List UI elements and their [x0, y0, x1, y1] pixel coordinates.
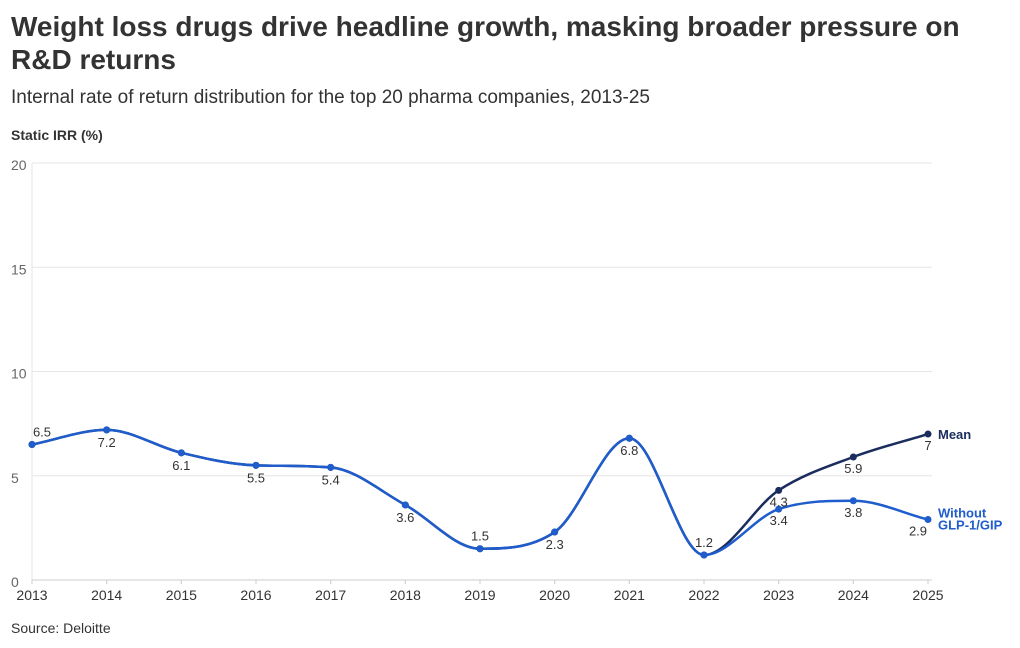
x-tick-label: 2014	[91, 587, 122, 603]
y-tick-label: 5	[11, 470, 19, 486]
x-tick-label: 2019	[464, 587, 495, 603]
grid-lines	[32, 162, 932, 581]
y-tick-label: 15	[11, 261, 27, 277]
data-point	[775, 505, 783, 513]
data-point	[700, 551, 708, 559]
x-tick-label: 2022	[688, 587, 719, 603]
data-label: 4.3	[770, 494, 788, 509]
data-point	[551, 528, 559, 536]
data-label: 5.5	[247, 470, 265, 485]
y-axis-label: Static IRR (%)	[11, 127, 103, 143]
data-point	[849, 497, 857, 505]
data-label: 2.9	[909, 524, 927, 539]
chart-title: Weight loss drugs drive headline growth,…	[11, 11, 960, 75]
data-point	[103, 426, 111, 434]
x-tick-label: 2017	[315, 587, 346, 603]
axes: 0 5 10 15 20 2013 2014 2015 2016 2017 2018 2019 2020…	[11, 157, 944, 603]
source-note: Source: Deloitte	[11, 620, 111, 636]
x-tick-label: 2025	[912, 587, 943, 603]
data-label: 7.2	[98, 435, 116, 450]
data-point	[177, 449, 185, 457]
chart-subtitle: Internal rate of return distribution for…	[11, 87, 650, 108]
x-tick-label: 2021	[614, 587, 645, 603]
data-label: 2.3	[546, 537, 564, 552]
data-point	[924, 516, 932, 524]
data-point	[401, 501, 409, 509]
data-label: 5.9	[844, 461, 862, 476]
series-label-without-glp1: Without GLP-1/GIP	[938, 506, 1003, 533]
series-label-mean: Mean	[938, 427, 971, 442]
data-label: 6.5	[33, 424, 51, 439]
data-point	[625, 434, 633, 442]
data-label: 1.2	[695, 535, 713, 550]
data-points	[28, 426, 932, 559]
x-tick-label: 2013	[16, 587, 47, 603]
data-label: 6.8	[620, 443, 638, 458]
x-tick-label: 2015	[166, 587, 197, 603]
data-label: 3.8	[844, 505, 862, 520]
x-tick-label: 2024	[838, 587, 869, 603]
data-label: 7	[924, 438, 931, 453]
series-line-1	[30, 428, 930, 557]
data-labels: 6.5 7.2 6.1 5.5 5.4 3.6 1.5 2.3 6.8 1.2 4.3 5.9 7 3.4…	[33, 424, 1003, 552]
data-label: 6.1	[172, 458, 190, 473]
data-point	[327, 463, 335, 471]
data-label: 1.5	[471, 529, 489, 544]
data-point	[849, 453, 857, 461]
y-tick-label: 20	[11, 157, 27, 173]
data-point	[775, 486, 783, 494]
x-tick-label: 2016	[240, 587, 271, 603]
data-point	[252, 461, 260, 469]
data-point	[924, 430, 932, 438]
data-label: 3.6	[396, 510, 414, 525]
y-tick-label: 10	[11, 366, 27, 382]
x-tick-label: 2018	[390, 587, 421, 603]
data-label: 5.4	[322, 472, 340, 487]
data-label: 3.4	[770, 513, 788, 528]
x-tick-label: 2023	[763, 587, 794, 603]
x-tick-label: 2020	[539, 587, 570, 603]
data-point	[476, 545, 484, 553]
data-point	[28, 440, 36, 448]
y-tick-label: 0	[11, 574, 19, 590]
